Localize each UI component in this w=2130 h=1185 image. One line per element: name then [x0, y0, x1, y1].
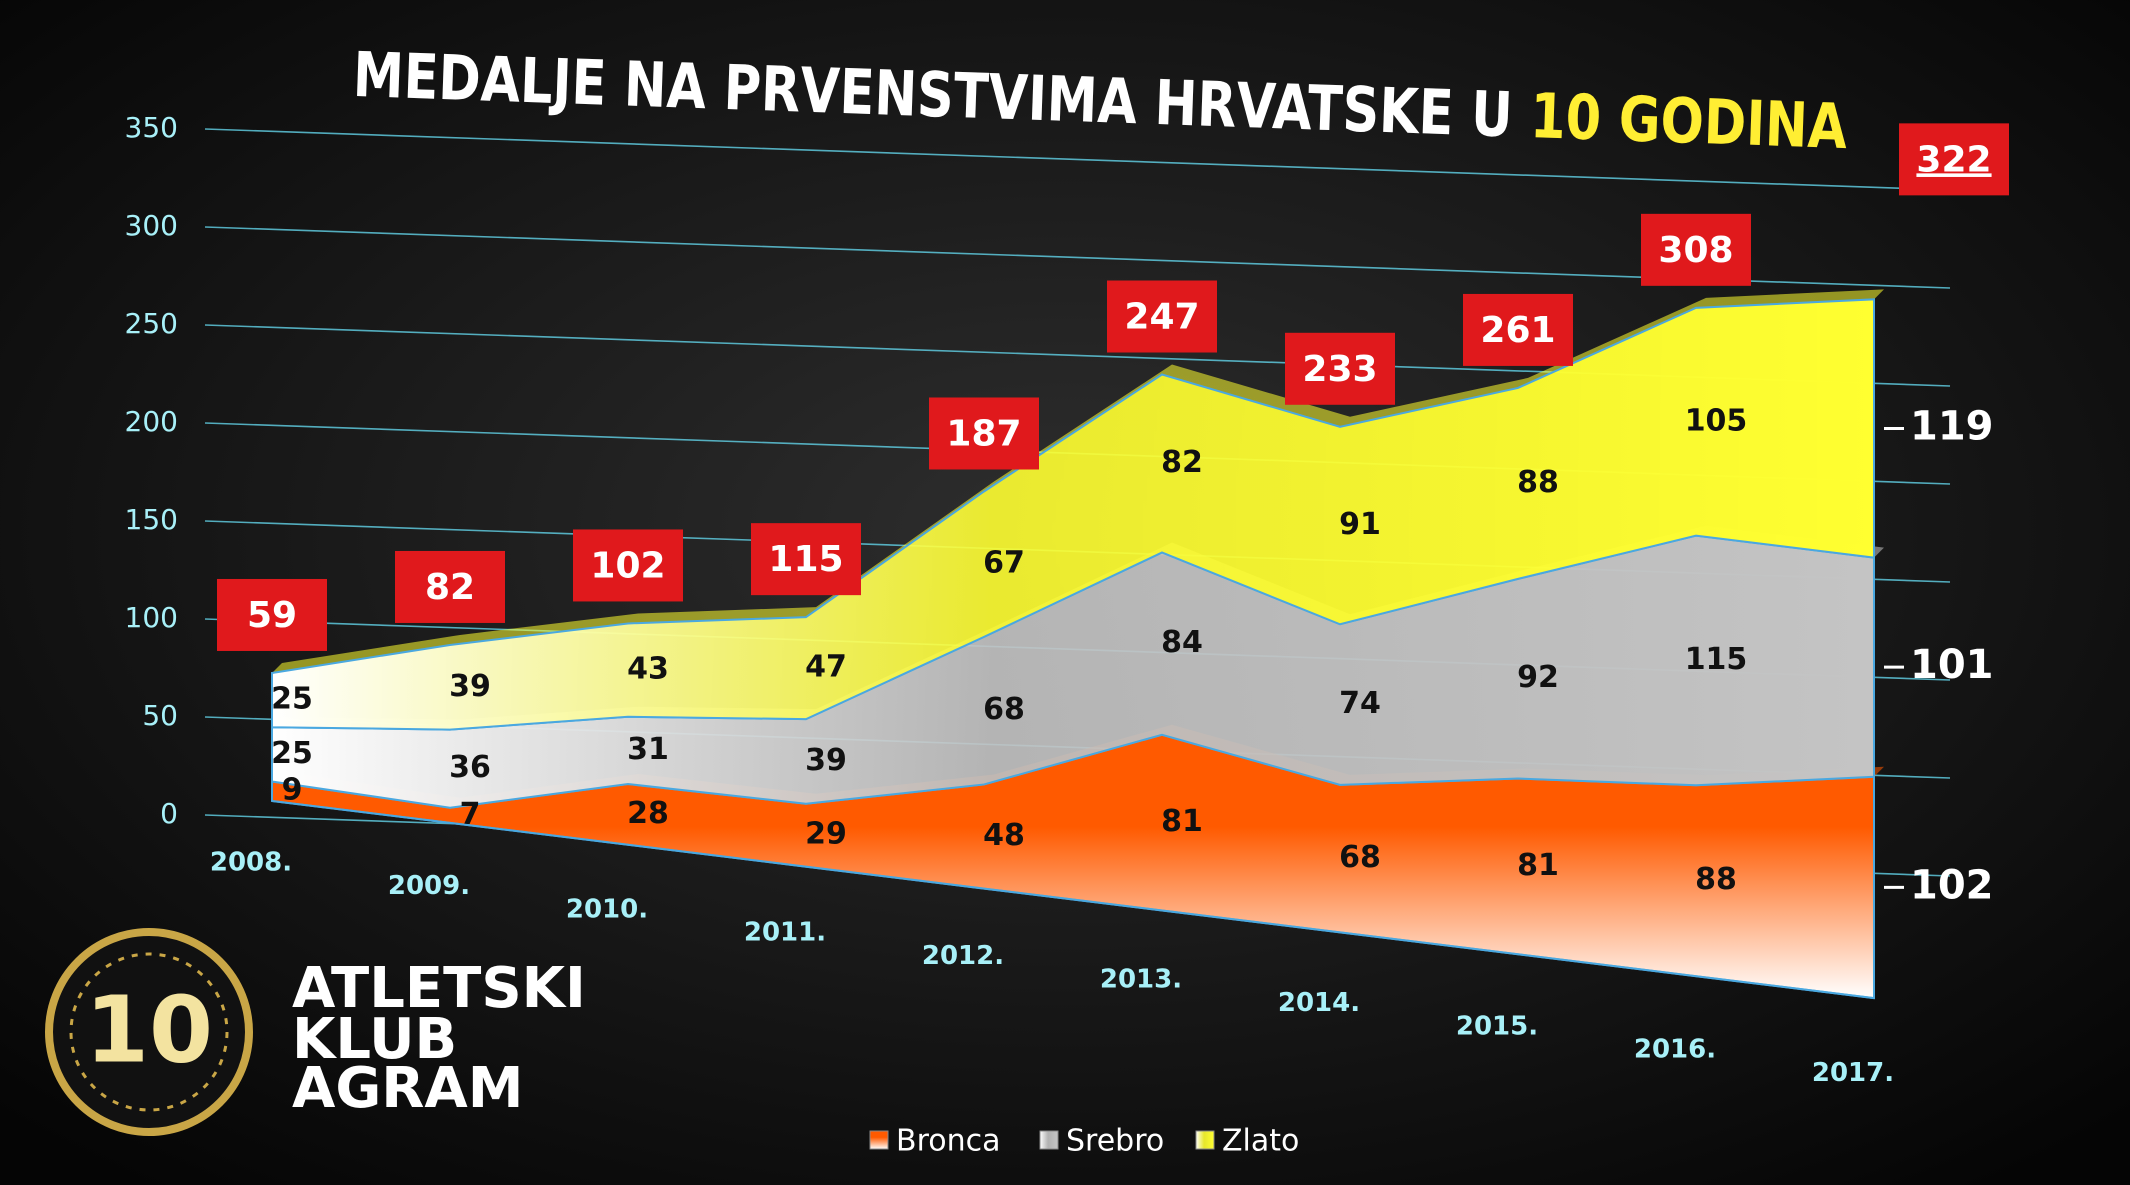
logo: 10 ATLETSKI KLUB AGRAM: [45, 928, 586, 1136]
x-tick-label: 2014.: [1278, 988, 1360, 1018]
value-label: 68: [1339, 840, 1381, 875]
total-label: 187: [946, 413, 1021, 454]
x-tick-label: 2011.: [744, 918, 826, 948]
total-label: 59: [247, 595, 297, 636]
value-label: 28: [627, 796, 669, 831]
value-label: 82: [1161, 445, 1203, 480]
value-label: 102: [1910, 862, 1994, 908]
x-tick-label: 2010.: [566, 894, 648, 924]
logo-laurel: [69, 952, 229, 1112]
y-tick-label: 250: [125, 307, 178, 340]
total-box: [395, 550, 505, 623]
value-label: 119: [1910, 403, 1994, 449]
grid-line: [204, 128, 1951, 191]
x-tick-label: 2015.: [1456, 1011, 1538, 1041]
total-box: [217, 578, 327, 651]
value-label: 47: [805, 650, 847, 685]
y-tick-label: 50: [142, 699, 178, 732]
value-label: 67: [983, 546, 1025, 581]
value-label: 7: [460, 797, 481, 832]
legend-label: Bronca: [896, 1124, 1001, 1159]
total-box: [1107, 280, 1217, 353]
x-tick-label: 2017.: [1812, 1058, 1894, 1088]
logo-ring: [45, 928, 253, 1136]
value-label: 115: [1685, 642, 1748, 677]
legend-swatch: [1195, 1130, 1215, 1150]
total-label: 82: [425, 567, 475, 608]
x-tick-label: 2009.: [388, 871, 470, 901]
total-box: [1463, 293, 1573, 366]
value-label: 9: [282, 773, 303, 808]
title-highlight: 10 GODINA: [1529, 79, 1848, 163]
value-label: 81: [1161, 804, 1203, 839]
y-tick-label: 300: [125, 209, 178, 242]
y-tick-label: 150: [125, 503, 178, 536]
value-label: 36: [449, 750, 491, 785]
x-tick-label: 2008.: [210, 848, 292, 878]
value-label: 91: [1339, 507, 1381, 542]
total-box: [929, 397, 1039, 470]
value-label: 25: [271, 682, 313, 717]
value-label: 43: [627, 652, 669, 687]
legend-label: Zlato: [1222, 1124, 1299, 1159]
total-label: 115: [768, 539, 843, 580]
y-tick-label: 100: [125, 601, 178, 634]
x-tick-label: 2012.: [922, 941, 1004, 971]
total-box: [1641, 213, 1751, 286]
value-label: 25: [271, 736, 313, 771]
value-label: 48: [983, 818, 1025, 853]
legend-swatch: [1039, 1130, 1059, 1150]
value-label: 101: [1910, 642, 1994, 688]
y-tick-label: 200: [125, 405, 178, 438]
logo-text: AGRAM: [292, 1056, 524, 1121]
value-label: 88: [1695, 862, 1737, 897]
value-label: 88: [1517, 465, 1559, 500]
x-tick-label: 2013.: [1100, 965, 1182, 995]
y-tick-label: 0: [160, 797, 178, 830]
total-box: [1899, 123, 2009, 196]
value-label: 92: [1517, 660, 1559, 695]
logo-text: ATLETSKI: [292, 956, 586, 1021]
x-tick-label: 2016.: [1634, 1035, 1716, 1065]
value-label: 31: [627, 732, 669, 767]
legend-label: Srebro: [1066, 1124, 1164, 1159]
value-label: 39: [449, 669, 491, 704]
total-box: [573, 529, 683, 602]
total-box: [751, 523, 861, 596]
total-label: 233: [1302, 349, 1377, 390]
total-label: 247: [1124, 297, 1199, 338]
total-label: 322: [1916, 139, 1991, 180]
legend-swatch: [869, 1130, 889, 1150]
value-label: 84: [1161, 625, 1203, 660]
area: [271, 298, 1875, 731]
total-label: 308: [1658, 230, 1733, 271]
value-label: 39: [805, 743, 847, 778]
logo-text: KLUB: [292, 1007, 457, 1072]
logo-badge: 10: [85, 976, 213, 1083]
total-label: 261: [1480, 310, 1555, 351]
y-tick-label: 350: [125, 111, 178, 144]
total-box: [1285, 332, 1395, 405]
value-label: 81: [1517, 848, 1559, 883]
value-label: 105: [1685, 403, 1748, 438]
total-label: 102: [590, 545, 665, 586]
value-label: 74: [1339, 686, 1381, 721]
value-label: 29: [805, 817, 847, 852]
axis-line: [271, 800, 1875, 1000]
value-label: 68: [983, 692, 1025, 727]
